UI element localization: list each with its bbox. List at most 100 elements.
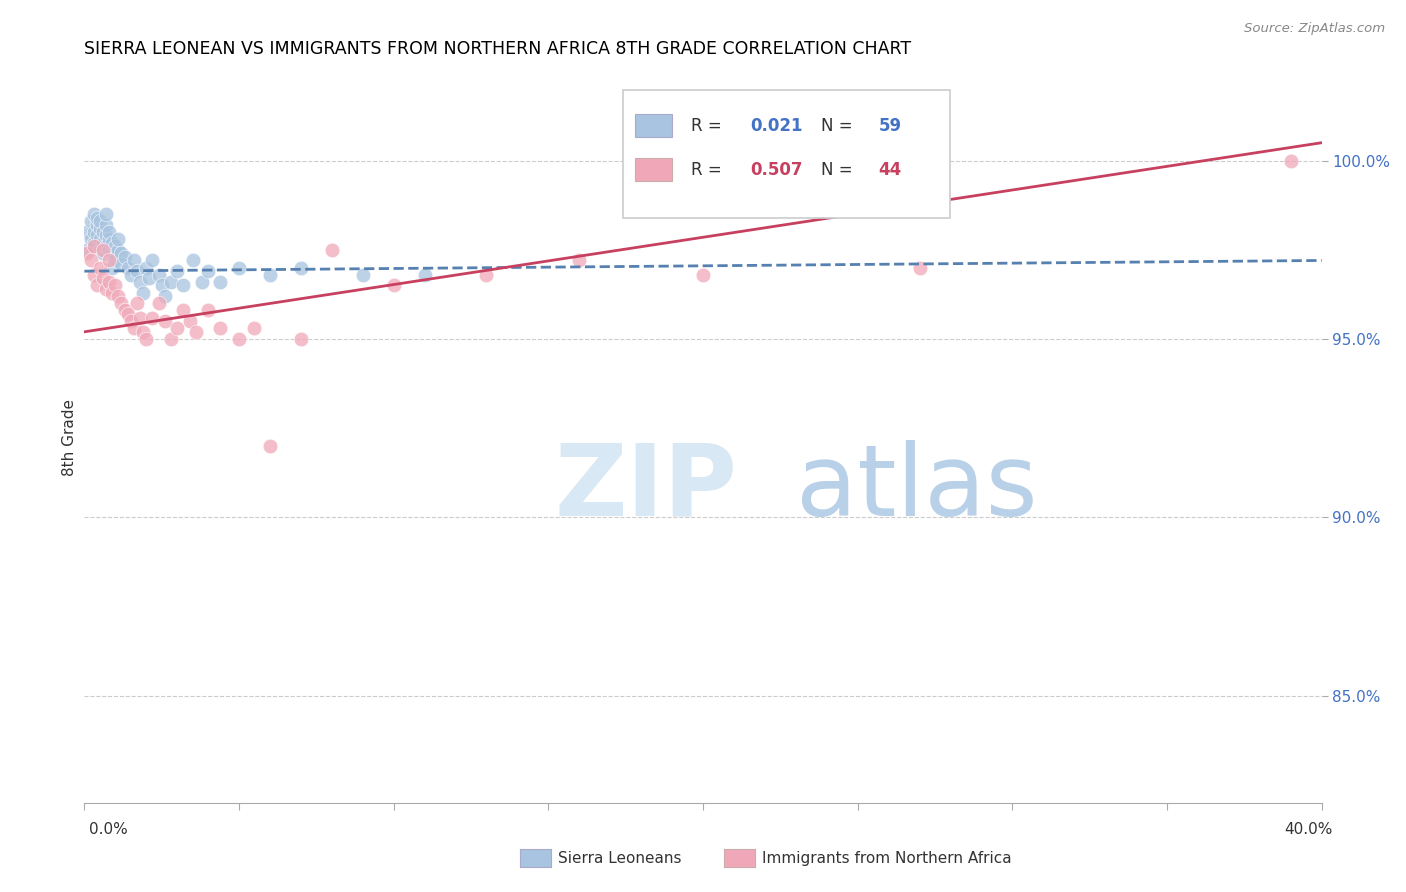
Point [110, 296, 132, 310]
FancyBboxPatch shape [623, 89, 950, 218]
Text: ZIP: ZIP [554, 440, 737, 537]
Point [94, 228, 117, 243]
Point [76, 243, 98, 257]
Point [83, 207, 105, 221]
Point [114, 250, 136, 264]
Point [94, 207, 117, 221]
Text: R =: R = [690, 117, 727, 136]
Bar [636, 114, 672, 137]
Point [98, 243, 121, 257]
Point [91, 235, 114, 250]
Point [172, 278, 194, 293]
Text: N =: N = [821, 117, 858, 136]
Point [135, 260, 157, 275]
Point [352, 268, 374, 282]
Point [86, 228, 108, 243]
Point [98, 253, 121, 268]
Point [101, 285, 124, 300]
Point [83, 239, 105, 253]
Point [148, 268, 170, 282]
Point [166, 321, 188, 335]
Point [104, 239, 127, 253]
Point [94, 239, 117, 253]
Point [197, 264, 219, 278]
Text: 0.021: 0.021 [749, 117, 803, 136]
Point [166, 264, 188, 278]
Point [107, 289, 129, 303]
Point [153, 314, 176, 328]
Text: N =: N = [821, 161, 858, 179]
Point [138, 271, 160, 285]
Point [76, 225, 98, 239]
Point [129, 275, 152, 289]
Point [79, 253, 101, 268]
Point [160, 275, 183, 289]
Point [209, 275, 232, 289]
Point [141, 253, 163, 268]
Point [120, 314, 142, 328]
Point [86, 218, 108, 232]
Point [91, 225, 114, 239]
Point [132, 285, 155, 300]
Point [141, 310, 163, 325]
Point [243, 321, 266, 335]
Point [107, 232, 129, 246]
Point [89, 214, 111, 228]
Point [110, 257, 132, 271]
Point [197, 303, 219, 318]
Point [98, 275, 121, 289]
Text: Source: ZipAtlas.com: Source: ZipAtlas.com [1244, 22, 1385, 36]
Point [117, 307, 139, 321]
Point [692, 268, 714, 282]
Point [290, 260, 312, 275]
Point [475, 268, 498, 282]
Point [153, 289, 176, 303]
Point [191, 275, 214, 289]
Text: SIERRA LEONEAN VS IMMIGRANTS FROM NORTHERN AFRICA 8TH GRADE CORRELATION CHART: SIERRA LEONEAN VS IMMIGRANTS FROM NORTHE… [84, 40, 911, 58]
Point [104, 278, 127, 293]
Point [101, 246, 124, 260]
Point [228, 260, 250, 275]
Point [259, 268, 281, 282]
Y-axis label: 8th Grade: 8th Grade [62, 399, 77, 475]
Point [413, 268, 436, 282]
Text: 0.0%: 0.0% [89, 822, 128, 837]
Point [89, 232, 111, 246]
Point [101, 235, 124, 250]
Point [160, 332, 183, 346]
Point [89, 221, 111, 235]
Point [1279, 153, 1302, 168]
Point [172, 303, 194, 318]
Text: 44: 44 [879, 161, 901, 179]
Point [129, 310, 152, 325]
Point [98, 225, 121, 239]
Point [89, 260, 111, 275]
Point [148, 296, 170, 310]
Point [125, 264, 148, 278]
Point [107, 243, 129, 257]
Point [184, 325, 207, 339]
Point [86, 278, 108, 293]
Point [91, 243, 114, 257]
Point [228, 332, 250, 346]
Point [83, 235, 105, 250]
Point [86, 211, 108, 225]
Point [114, 303, 136, 318]
Point [104, 253, 127, 268]
Text: atlas: atlas [796, 440, 1038, 537]
Point [83, 268, 105, 282]
Point [259, 439, 281, 453]
Point [94, 218, 117, 232]
Point [290, 332, 312, 346]
Point [79, 214, 101, 228]
Text: 0.507: 0.507 [749, 161, 803, 179]
Point [908, 260, 931, 275]
Point [101, 260, 124, 275]
Point [179, 314, 201, 328]
Point [79, 232, 101, 246]
Point [91, 246, 114, 260]
Point [568, 253, 591, 268]
Point [150, 278, 173, 293]
Text: Sierra Leoneans: Sierra Leoneans [558, 851, 682, 865]
Point [89, 243, 111, 257]
